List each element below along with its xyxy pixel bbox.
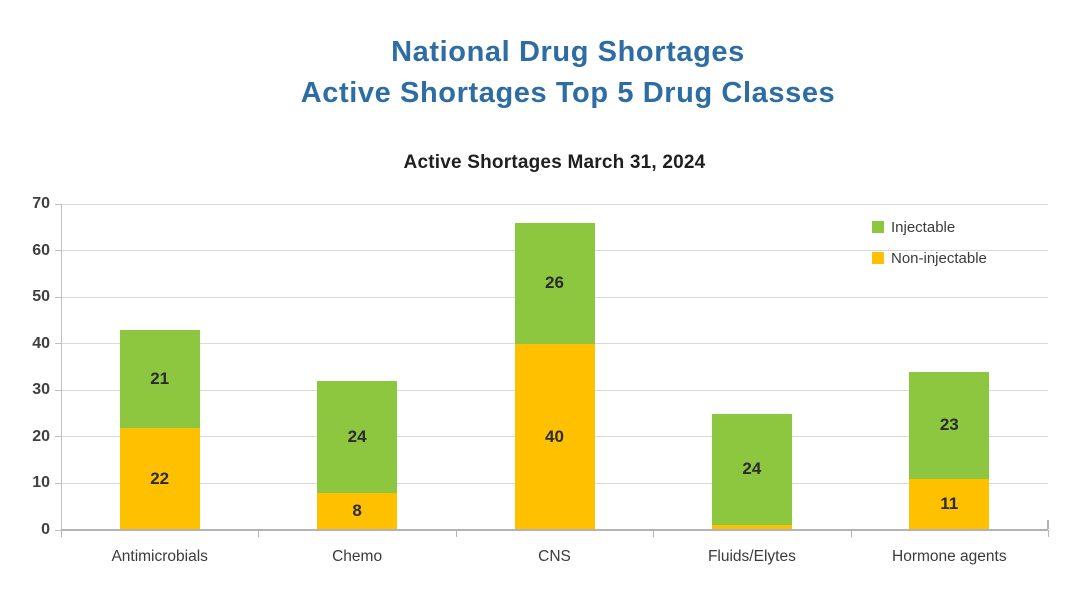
bar-segment-non-injectable (514, 343, 595, 530)
x-axis-tick (850, 530, 852, 537)
page-title: National Drug Shortages Active Shortages… (56, 32, 1080, 114)
legend: Injectable Non-injectable (872, 216, 987, 278)
x-axis-category-label: Hormone agents (892, 548, 1007, 565)
x-axis-tick (455, 530, 457, 537)
y-axis-tick (55, 296, 61, 298)
x-axis-tick (653, 530, 655, 537)
bar-value-label: 26 (545, 273, 564, 293)
y-axis-line (61, 204, 62, 530)
y-axis-tick-label: 70 (32, 195, 50, 212)
y-axis-tick (55, 203, 61, 205)
y-axis-tick-label: 60 (32, 241, 50, 259)
legend-item-non-injectable: Non-injectable (872, 247, 987, 269)
x-axis-category-label: Antimicrobials (111, 548, 208, 565)
bar-segment-non-injectable (317, 492, 398, 530)
x-axis-tick (1048, 530, 1049, 537)
bar-value-label: 23 (939, 415, 959, 435)
y-axis-tick-label: 40 (32, 334, 50, 352)
y-axis-tick (55, 529, 61, 531)
bar-segment-injectable (711, 413, 792, 526)
y-axis-tick-label: 20 (32, 427, 50, 445)
page-title-line2: Active Shortages Top 5 Drug Classes (300, 77, 836, 109)
chart-title: Active Shortages March 31, 2024 (403, 152, 706, 173)
y-axis-tick-label: 50 (32, 288, 50, 306)
y-axis-tick-label: 30 (32, 381, 50, 399)
bar-segment-non-injectable (119, 427, 200, 530)
y-axis-tick-label: 0 (41, 521, 50, 538)
x-axis-category-label: Chemo (332, 548, 383, 565)
bar-segment-non-injectable (711, 525, 792, 530)
bar-value-label: 24 (347, 426, 367, 446)
y-axis-tick (55, 250, 61, 252)
legend-swatch-icon (872, 252, 884, 264)
x-axis-tick (61, 530, 62, 537)
bar-value-label: 11 (940, 494, 959, 514)
bar-segment-injectable (514, 222, 595, 344)
legend-label: Non-injectable (891, 249, 987, 267)
bar-segment-injectable (119, 329, 200, 428)
y-axis-tick (55, 343, 61, 345)
bar-value-label: 40 (545, 426, 564, 446)
y-axis-tick (55, 389, 61, 391)
x-axis-line (61, 529, 1048, 531)
y-axis-tick (55, 482, 61, 484)
bar-segment-injectable (317, 380, 398, 493)
legend-item-injectable: Injectable (872, 216, 987, 238)
bar-value-label: 22 (150, 468, 170, 488)
bar-value-label: 24 (742, 459, 762, 479)
bar-value-label: 21 (150, 368, 170, 388)
x-axis-category-label: CNS (538, 548, 571, 565)
y-axis-tick-label: 10 (32, 474, 50, 492)
x-axis-end-stub (1047, 520, 1049, 529)
bar-segment-injectable (909, 371, 990, 479)
legend-swatch-icon (872, 221, 884, 233)
y-axis-tick (55, 436, 61, 438)
page-title-line1: National Drug Shortages (391, 36, 745, 68)
legend-label: Injectable (891, 218, 956, 236)
x-axis-tick (258, 530, 260, 537)
gridline (61, 203, 1048, 205)
bar-value-label: 8 (352, 501, 362, 521)
x-axis-category-label: Fluids/Elytes (707, 548, 796, 565)
bar-segment-non-injectable (909, 478, 990, 530)
